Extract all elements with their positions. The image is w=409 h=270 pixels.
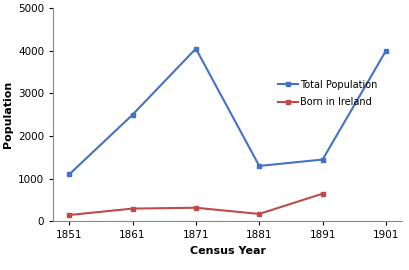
Line: Total Population: Total Population bbox=[67, 46, 387, 177]
Y-axis label: Population: Population bbox=[2, 81, 13, 148]
Born in Ireland bbox=[319, 192, 324, 195]
Born in Ireland bbox=[256, 212, 261, 215]
Total Population bbox=[319, 158, 324, 161]
Born in Ireland bbox=[130, 207, 135, 210]
Born in Ireland bbox=[67, 213, 72, 217]
Line: Born in Ireland: Born in Ireland bbox=[67, 192, 324, 217]
X-axis label: Census Year: Census Year bbox=[189, 246, 265, 256]
Total Population bbox=[256, 164, 261, 168]
Total Population bbox=[130, 113, 135, 116]
Total Population bbox=[67, 173, 72, 176]
Born in Ireland bbox=[193, 206, 198, 209]
Total Population bbox=[193, 47, 198, 50]
Legend: Total Population, Born in Ireland: Total Population, Born in Ireland bbox=[274, 76, 381, 111]
Total Population bbox=[382, 49, 387, 52]
